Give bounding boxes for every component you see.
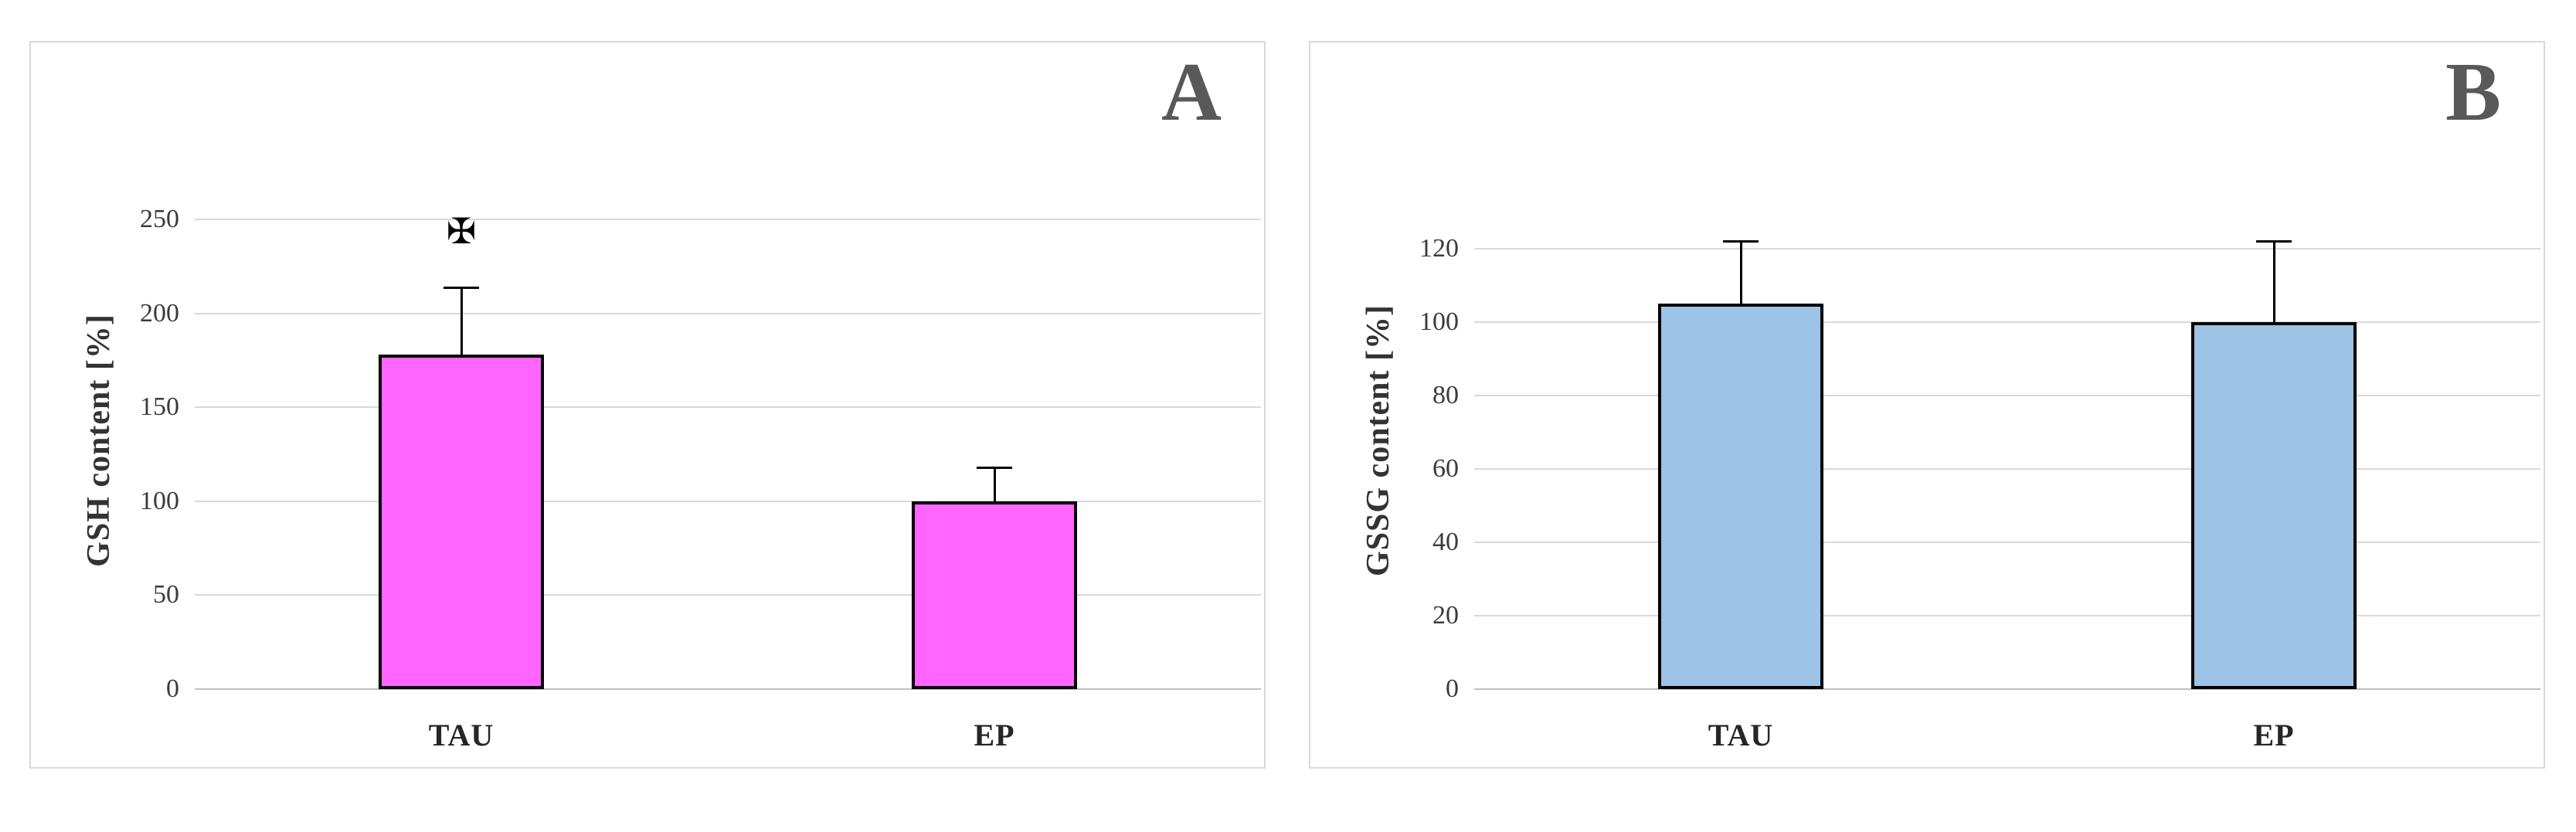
bar-ep [912,501,1077,689]
plot-area: 0 50 100 150 200 250 TAU EP ✠ [140,197,1261,752]
gridline [1474,247,2540,250]
error-bar [460,287,463,355]
y-tick-label: 250 [140,205,179,234]
figure-panel-a: A GSH content [%] 0 50 100 150 200 250 TAU EP ✠ [29,41,1266,769]
gridline [1474,467,2540,470]
error-bar-cap [1723,240,1759,243]
y-tick-label: 200 [140,298,179,328]
y-tick-label: 0 [166,674,179,703]
y-axis-title: GSH content [%] [81,314,117,567]
y-tick-label: 80 [1432,380,1459,409]
y-tick-label: 100 [1419,307,1459,336]
y-tick-label: 20 [1432,600,1459,630]
y-axis-title: GSSG content [%] [1361,304,1396,576]
bar-tau [379,355,544,689]
error-bar [2272,241,2275,322]
gridline [195,312,1261,314]
x-category-label: TAU [428,718,494,752]
significance-marker: ✠ [446,212,477,252]
gridline [1474,541,2540,543]
gridline [195,500,1261,502]
gridline [1474,614,2540,616]
x-axis-line [1474,688,2540,690]
gridline [195,219,1261,221]
y-tick-label: 60 [1432,453,1459,483]
gridline [195,406,1261,409]
error-bar [1739,241,1742,304]
y-tick-label: 0 [1446,674,1459,703]
error-bar [993,467,996,501]
panel-letter: A [1161,46,1222,138]
x-category-label: EP [2253,718,2295,752]
y-tick-label: 150 [140,392,179,422]
gridline [1474,394,2540,396]
error-bar-cap [443,286,479,289]
x-axis-line [195,688,1261,690]
y-tick-label: 40 [1432,527,1459,556]
x-category-label: TAU [1708,718,1774,752]
figure-panel-b: B GSSG content [%] 0 20 40 60 80 100 120 TAU EP [1309,41,2545,769]
bar-ep [2191,321,2357,689]
error-bar-cap [2256,240,2292,243]
gridline [1474,321,2540,323]
y-tick-label: 120 [1419,233,1459,263]
bar-tau [1658,303,1823,689]
gridline [195,594,1261,596]
y-tick-label: 50 [153,580,179,610]
x-category-label: EP [974,718,1015,752]
panel-letter: B [2445,46,2501,138]
error-bar-cap [977,467,1012,470]
plot-area: 0 20 40 60 80 100 120 TAU EP [1419,197,2540,752]
y-tick-label: 100 [140,486,179,515]
